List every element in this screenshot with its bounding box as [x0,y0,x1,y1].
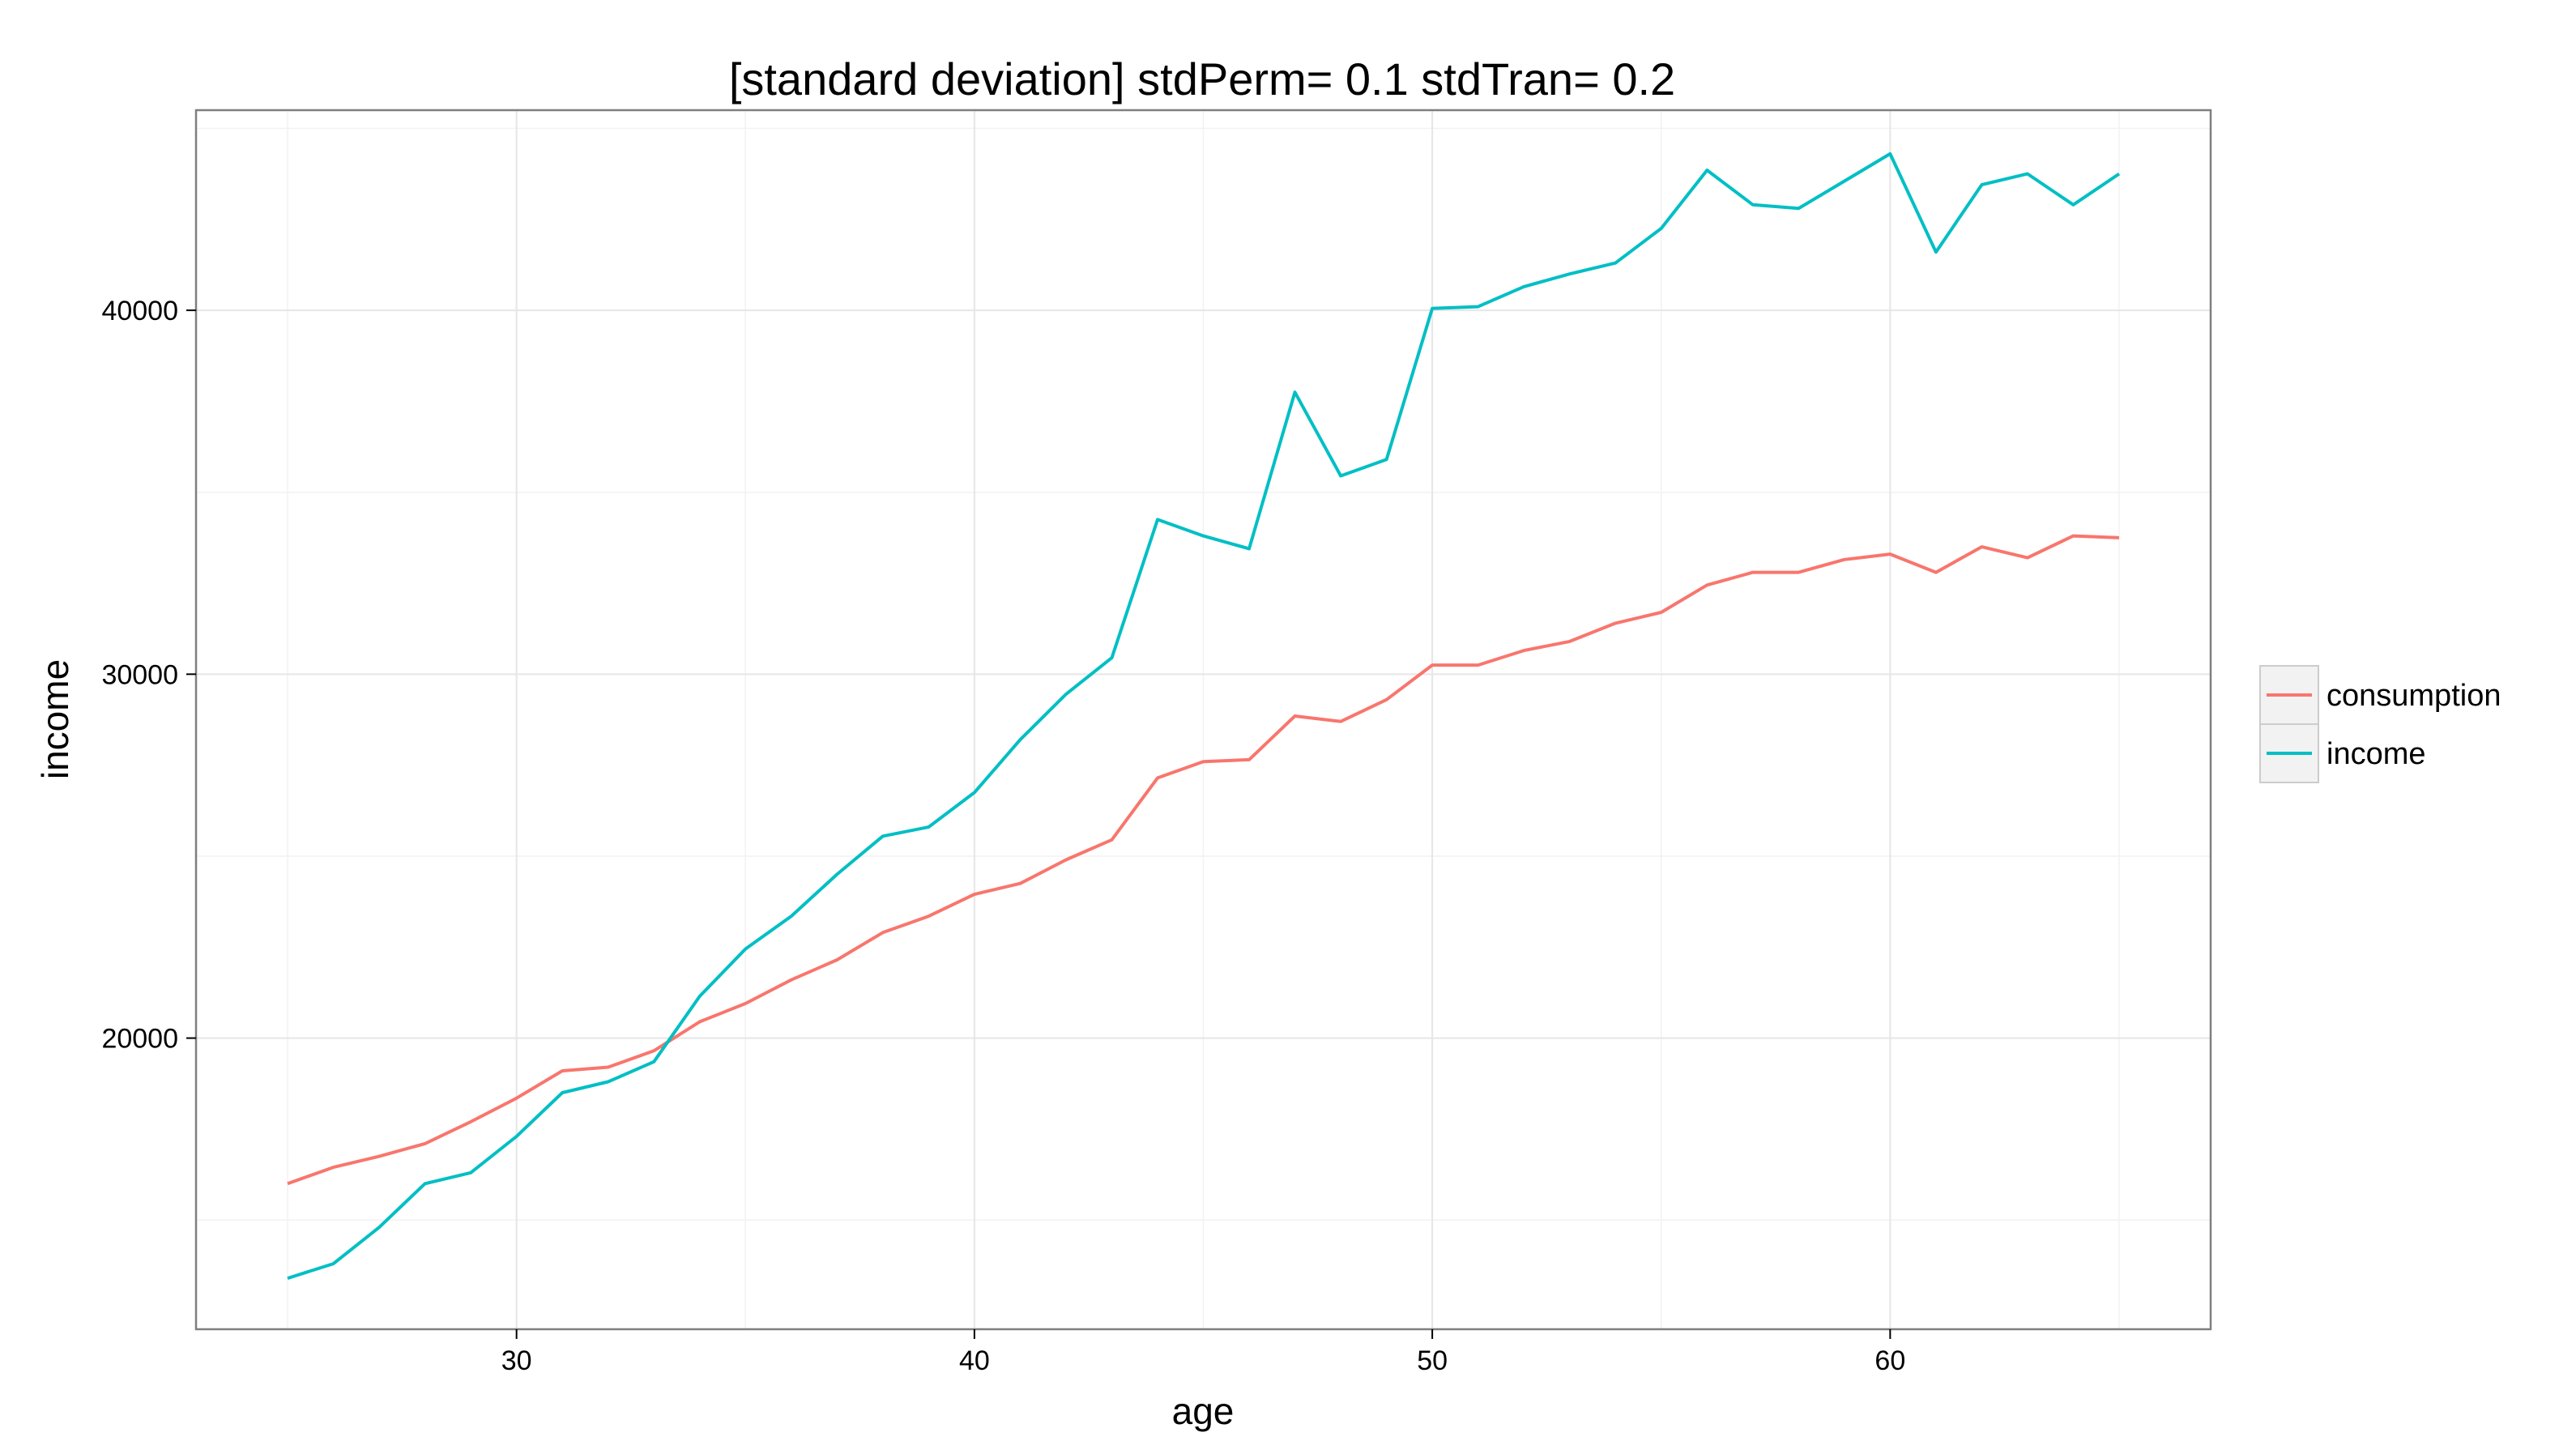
series-line-consumption [287,534,2120,1186]
plot-area [194,109,2212,1331]
y-axis: 20000 30000 40000 [101,296,196,1055]
legend: consumption income [2259,665,2501,783]
legend-label-consumption: consumption [2327,679,2501,713]
x-axis: 30 40 50 60 [501,1329,1905,1376]
y-axis-title: income [34,659,76,779]
x-axis-title: age [1172,1390,1235,1432]
chart-title: [standard deviation] stdPerm= 0.1 stdTra… [729,53,1675,104]
grid [196,110,2211,1329]
x-tick-label: 30 [501,1345,532,1376]
x-tick-label: 50 [1417,1345,1448,1376]
x-tick-label: 40 [959,1345,990,1376]
y-tick-label: 20000 [101,1024,178,1055]
series-line-income [287,151,2121,1281]
series-lines [287,151,2121,1281]
y-tick-label: 40000 [101,296,178,326]
x-tick-label: 60 [1874,1345,1905,1376]
y-tick-label: 30000 [101,659,178,690]
legend-label-income: income [2327,737,2426,771]
plot-border [194,109,2212,1331]
